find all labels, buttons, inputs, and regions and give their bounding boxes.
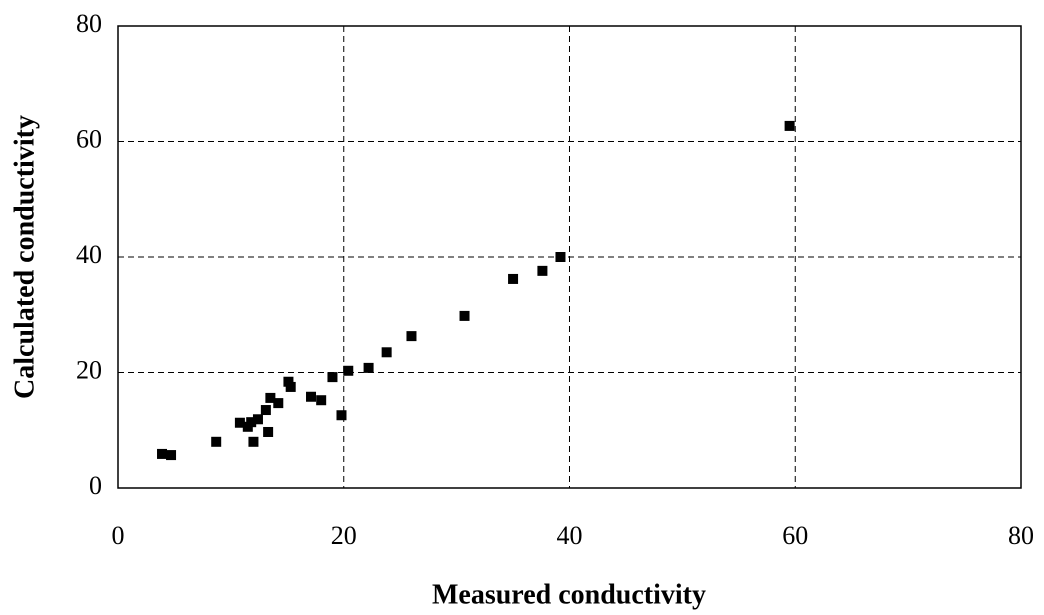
plot-frame xyxy=(117,25,1022,489)
point xyxy=(166,450,177,461)
y-tick-label: 20 xyxy=(76,355,102,384)
point xyxy=(306,391,317,402)
point xyxy=(248,436,259,447)
point xyxy=(336,410,347,421)
x-tick-label: 20 xyxy=(331,521,357,550)
x-tick-label: 40 xyxy=(557,521,583,550)
point xyxy=(252,414,263,425)
x-tick-label: 0 xyxy=(112,521,125,550)
point xyxy=(459,310,470,321)
point xyxy=(273,398,284,409)
x-tick-label: 60 xyxy=(782,521,808,550)
point xyxy=(265,392,276,403)
point xyxy=(555,252,566,262)
x-axis-title: Measured conductivity xyxy=(432,579,706,610)
point xyxy=(263,426,274,437)
point xyxy=(784,120,795,131)
point xyxy=(508,273,519,284)
point xyxy=(246,417,257,428)
point xyxy=(157,448,168,459)
y-tick-label: 40 xyxy=(76,240,102,269)
point xyxy=(363,362,374,373)
point xyxy=(343,365,354,376)
point xyxy=(406,331,417,342)
point xyxy=(327,372,338,383)
point xyxy=(285,381,296,392)
y-axis-title: Calculated conductivity xyxy=(9,115,40,399)
y-tick-label: 60 xyxy=(76,124,102,153)
point xyxy=(283,376,294,387)
point xyxy=(537,265,548,276)
point xyxy=(211,436,222,447)
point xyxy=(316,395,327,406)
y-tick-label: 80 xyxy=(76,9,102,38)
point xyxy=(381,347,392,358)
x-tick-label: 80 xyxy=(1008,521,1034,550)
point xyxy=(234,417,245,428)
y-tick-label: 0 xyxy=(89,471,102,500)
point xyxy=(260,405,271,416)
